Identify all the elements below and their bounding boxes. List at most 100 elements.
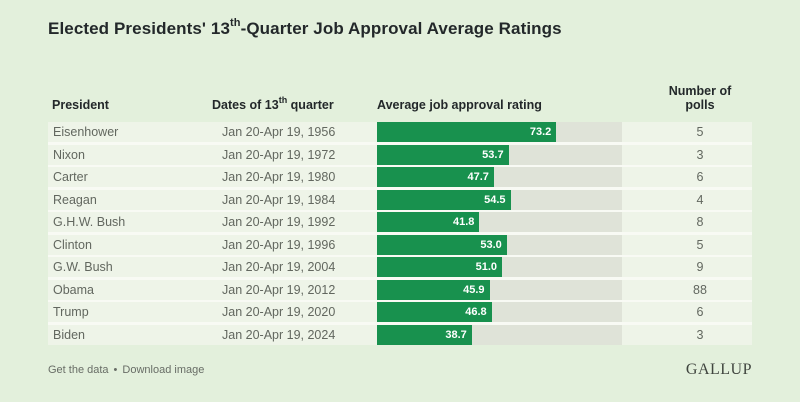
bar-cell: 53.7	[377, 144, 622, 165]
get-the-data-link[interactable]: Get the data	[48, 364, 109, 376]
polls-cell: 6	[696, 170, 704, 184]
bar-cell: 41.8	[377, 212, 622, 232]
table-row: Clinton Jan 20-Apr 19, 1996 53.0 5	[48, 234, 752, 255]
table-row: Reagan Jan 20-Apr 19, 1984 54.5 4	[48, 189, 752, 210]
polls-cell: 5	[696, 237, 704, 252]
dates-cell: Jan 20-Apr 19, 2024	[222, 327, 336, 342]
bar-value-label: 41.8	[452, 216, 475, 228]
approval-bar[interactable]: 41.8	[377, 212, 480, 232]
table-row: Eisenhower Jan 20-Apr 19, 1956 73.2 5	[48, 122, 752, 142]
column-header-president: President	[52, 98, 109, 112]
bar-cell: 47.7	[377, 167, 622, 187]
dates-cell: Jan 20-Apr 19, 1996	[222, 237, 336, 252]
bar-value-label: 53.7	[482, 148, 504, 161]
polls-cell: 4	[696, 192, 704, 207]
dates-header-suffix: quarter	[287, 98, 334, 112]
bar-track: 51.0	[377, 257, 622, 277]
president-cell: Obama	[53, 282, 94, 297]
president-cell: Eisenhower	[53, 125, 119, 139]
title-prefix: Elected Presidents' 13	[48, 19, 230, 38]
bar-track: 54.5	[377, 189, 622, 210]
link-separator: •	[113, 364, 118, 376]
dates-cell: Jan 20-Apr 19, 1992	[222, 215, 336, 229]
bar-cell: 54.5	[377, 189, 622, 210]
bar-track: 53.0	[377, 234, 622, 255]
bar-track: 38.7	[377, 324, 622, 345]
approval-bar[interactable]: 51.0	[377, 257, 502, 277]
download-image-link[interactable]: Download image	[122, 364, 205, 376]
polls-cell: 6	[696, 305, 704, 319]
bar-track: 41.8	[377, 212, 622, 232]
president-cell: Carter	[53, 170, 88, 184]
president-cell: G.W. Bush	[53, 260, 113, 274]
dates-cell: Jan 20-Apr 19, 1972	[222, 147, 336, 162]
approval-bar[interactable]: 73.2	[377, 122, 557, 142]
president-cell: Biden	[53, 327, 85, 342]
table-row: Biden Jan 20-Apr 19, 2024 38.7 3	[48, 324, 752, 345]
column-header-dates: Dates of 13th quarter	[212, 94, 377, 112]
bar-cell: 46.8	[377, 302, 622, 322]
bar-value-label: 46.8	[465, 306, 487, 318]
table-row: Obama Jan 20-Apr 19, 2012 45.9 88	[48, 279, 752, 300]
bar-track: 73.2	[377, 122, 622, 142]
table-row: Trump Jan 20-Apr 19, 2020 46.8 6	[48, 302, 752, 322]
title-superscript: th	[230, 17, 241, 30]
president-cell: Nixon	[53, 147, 85, 162]
bar-track: 45.9	[377, 279, 622, 300]
president-cell: Clinton	[53, 237, 92, 252]
gallup-logo: GALLUP	[685, 361, 752, 378]
polls-header-line1: Number of	[668, 84, 732, 98]
polls-cell: 9	[696, 260, 704, 274]
table-row: G.W. Bush Jan 20-Apr 19, 2004 51.0 9	[48, 257, 752, 277]
dates-cell: Jan 20-Apr 19, 2004	[222, 260, 336, 274]
polls-cell: 8	[696, 215, 704, 229]
page-title: Elected Presidents' 13th-Quarter Job App…	[48, 17, 562, 39]
column-header-polls: Number of polls	[622, 84, 752, 112]
approval-bar[interactable]: 46.8	[377, 302, 492, 322]
bar-value-label: 38.7	[445, 328, 467, 341]
president-cell: G.H.W. Bush	[53, 215, 126, 229]
table-rows: Eisenhower Jan 20-Apr 19, 1956 73.2 5 Ni…	[48, 122, 752, 345]
footer: Get the data • Download image GALLUP	[48, 361, 752, 379]
dates-header-prefix: Dates of 13	[212, 98, 279, 112]
president-cell: Reagan	[53, 192, 97, 207]
bar-value-label: 47.7	[467, 171, 489, 183]
approval-bar[interactable]: 53.7	[377, 144, 509, 165]
polls-cell: 3	[696, 327, 704, 342]
approval-bar[interactable]: 47.7	[377, 167, 494, 187]
dates-header-superscript: th	[278, 94, 288, 105]
bar-value-label: 53.0	[480, 238, 502, 251]
bar-value-label: 45.9	[463, 283, 485, 296]
bar-value-label: 51.0	[475, 261, 497, 273]
polls-cell: 3	[696, 147, 704, 162]
bar-cell: 51.0	[377, 257, 622, 277]
dates-cell: Jan 20-Apr 19, 2012	[222, 282, 336, 297]
dates-cell: Jan 20-Apr 19, 1980	[222, 170, 336, 184]
dates-cell: Jan 20-Apr 19, 1984	[222, 192, 336, 207]
title-suffix: -Quarter Job Approval Average Ratings	[240, 19, 562, 38]
president-cell: Trump	[53, 305, 89, 319]
polls-cell: 88	[693, 282, 707, 297]
bar-track: 46.8	[377, 302, 622, 322]
footer-links: Get the data • Download image	[48, 364, 204, 376]
bar-cell: 38.7	[377, 324, 622, 345]
polls-header-line2: polls	[685, 98, 715, 112]
table-header: President Dates of 13th quarter Average …	[48, 76, 752, 112]
dates-cell: Jan 20-Apr 19, 2020	[222, 305, 336, 319]
polls-cell: 5	[696, 125, 704, 139]
approval-bar[interactable]: 45.9	[377, 279, 490, 300]
table-row: Nixon Jan 20-Apr 19, 1972 53.7 3	[48, 144, 752, 165]
approval-bar[interactable]: 53.0	[377, 234, 507, 255]
dates-cell: Jan 20-Apr 19, 1956	[222, 125, 336, 139]
table-row: Carter Jan 20-Apr 19, 1980 47.7 6	[48, 167, 752, 187]
approval-bar[interactable]: 54.5	[377, 189, 511, 210]
bar-value-label: 73.2	[529, 126, 552, 138]
bar-cell: 53.0	[377, 234, 622, 255]
bar-track: 47.7	[377, 167, 622, 187]
bar-value-label: 54.5	[484, 193, 506, 206]
bar-cell: 45.9	[377, 279, 622, 300]
table-row: G.H.W. Bush Jan 20-Apr 19, 1992 41.8 8	[48, 212, 752, 232]
bar-track: 53.7	[377, 144, 622, 165]
approval-bar[interactable]: 38.7	[377, 324, 472, 345]
